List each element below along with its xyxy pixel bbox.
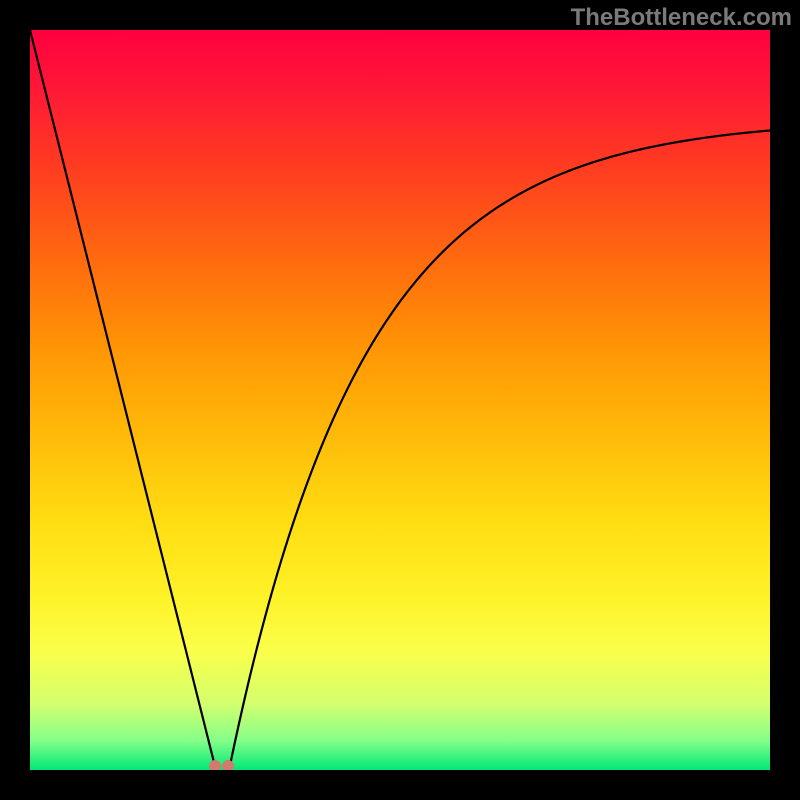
plot-area [30,30,770,770]
curve-left [30,30,215,766]
bottleneck-curve [30,30,770,770]
chart-frame: TheBottleneck.com [0,0,800,800]
watermark-text: TheBottleneck.com [571,4,792,32]
curve-right [230,130,770,766]
sweet-spot-marker [222,760,234,770]
sweet-spot-marker [209,760,221,770]
